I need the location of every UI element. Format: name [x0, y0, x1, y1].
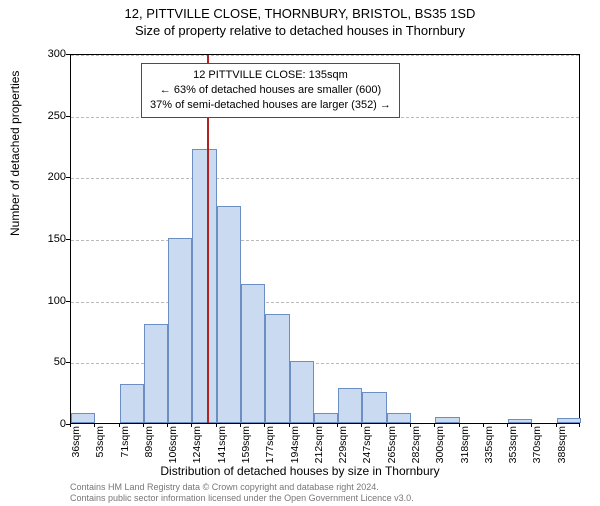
y-tick-label: 150 [48, 233, 66, 245]
x-tick-mark [264, 423, 265, 427]
x-tick-mark [556, 423, 557, 427]
x-tick-mark [337, 423, 338, 427]
x-tick-label: 124sqm [191, 426, 203, 466]
y-tick-label: 300 [48, 48, 66, 60]
x-tick-mark [240, 423, 241, 427]
x-tick-label: 300sqm [434, 426, 446, 466]
callout-line1: 12 PITTVILLE CLOSE: 135sqm [150, 68, 391, 83]
x-tick-mark [191, 423, 192, 427]
x-tick-label: 159sqm [240, 426, 252, 466]
x-tick-label: 229sqm [337, 426, 349, 466]
x-tick-label: 106sqm [167, 426, 179, 466]
x-tick-label: 335sqm [483, 426, 495, 466]
x-tick-mark [143, 423, 144, 427]
x-tick-mark [119, 423, 120, 427]
y-tick-mark [66, 54, 70, 55]
y-axis-label: Number of detached properties [8, 71, 22, 236]
x-tick-label: 353sqm [507, 426, 519, 466]
x-tick-mark [167, 423, 168, 427]
attribution-text: Contains HM Land Registry data © Crown c… [70, 482, 414, 504]
x-tick-label: 370sqm [531, 426, 543, 466]
x-tick-label: 177sqm [264, 426, 276, 466]
x-tick-mark [94, 423, 95, 427]
y-tick-label: 250 [48, 110, 66, 122]
histogram-bar [557, 418, 581, 423]
y-tick-label: 200 [48, 171, 66, 183]
attribution-line2: Contains public sector information licen… [70, 493, 414, 504]
x-tick-label: 71sqm [119, 426, 131, 466]
x-axis-label: Distribution of detached houses by size … [0, 464, 600, 478]
gridline [71, 178, 579, 179]
x-tick-label: 141sqm [216, 426, 228, 466]
y-tick-mark [66, 177, 70, 178]
x-tick-mark [507, 423, 508, 427]
gridline [71, 55, 579, 56]
y-tick-mark [66, 301, 70, 302]
histogram-bar [290, 361, 314, 423]
histogram-bar [241, 284, 265, 423]
x-tick-label: 318sqm [459, 426, 471, 466]
histogram-bar [362, 392, 386, 423]
x-tick-mark [579, 423, 580, 427]
histogram-bar [168, 238, 192, 423]
x-tick-mark [434, 423, 435, 427]
x-tick-label: 89sqm [143, 426, 155, 466]
histogram-bar [71, 413, 95, 423]
histogram-bar [265, 314, 289, 423]
histogram-bar [508, 419, 532, 423]
x-tick-label: 212sqm [313, 426, 325, 466]
callout-line3: 37% of semi-detached houses are larger (… [150, 98, 391, 113]
x-tick-label: 194sqm [289, 426, 301, 466]
x-tick-label: 247sqm [361, 426, 373, 466]
x-tick-mark [313, 423, 314, 427]
y-tick-label: 50 [54, 356, 66, 368]
x-tick-mark [410, 423, 411, 427]
x-tick-mark [361, 423, 362, 427]
histogram-bar [144, 324, 168, 423]
attribution-line1: Contains HM Land Registry data © Crown c… [70, 482, 414, 493]
x-tick-mark [483, 423, 484, 427]
y-tick-label: 100 [48, 295, 66, 307]
y-tick-mark [66, 362, 70, 363]
histogram-bar [338, 388, 362, 423]
callout-line2: ← 63% of detached houses are smaller (60… [150, 83, 391, 98]
histogram-bar [120, 384, 144, 423]
x-tick-mark [70, 423, 71, 427]
gridline [71, 302, 579, 303]
histogram-bar [314, 413, 338, 423]
x-tick-label: 53sqm [94, 426, 106, 466]
gridline [71, 240, 579, 241]
histogram-bar [435, 417, 459, 423]
x-tick-label: 265sqm [386, 426, 398, 466]
x-tick-mark [531, 423, 532, 427]
y-tick-mark [66, 116, 70, 117]
title-line2: Size of property relative to detached ho… [0, 23, 600, 38]
x-tick-label: 36sqm [70, 426, 82, 466]
histogram-bar [192, 149, 216, 423]
x-tick-mark [386, 423, 387, 427]
title-line1: 12, PITTVILLE CLOSE, THORNBURY, BRISTOL,… [0, 6, 600, 21]
x-tick-label: 388sqm [556, 426, 568, 466]
x-tick-mark [289, 423, 290, 427]
histogram-bar [217, 206, 241, 423]
x-tick-label: 282sqm [410, 426, 422, 466]
y-tick-mark [66, 239, 70, 240]
histogram-bar [387, 413, 411, 423]
callout-box: 12 PITTVILLE CLOSE: 135sqm← 63% of detac… [141, 63, 400, 118]
x-tick-mark [459, 423, 460, 427]
x-tick-mark [216, 423, 217, 427]
chart-plot-area: 12 PITTVILLE CLOSE: 135sqm← 63% of detac… [70, 54, 580, 424]
